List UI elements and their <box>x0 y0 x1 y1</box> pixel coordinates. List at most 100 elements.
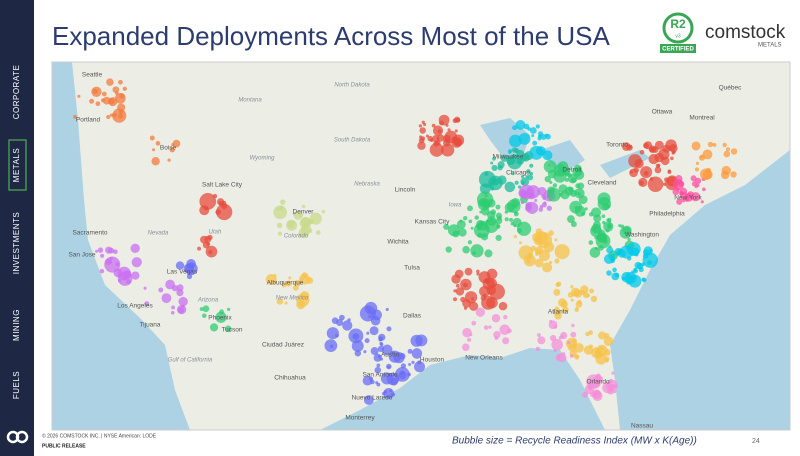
bubble <box>589 288 595 294</box>
bubble <box>112 86 120 94</box>
bubble <box>417 360 422 365</box>
bubble <box>667 169 671 173</box>
bubble <box>451 274 461 284</box>
bubble <box>484 171 489 176</box>
bubble <box>702 169 713 180</box>
logo-name: comstock <box>705 22 786 43</box>
bubble <box>571 323 575 328</box>
city-label: Austin <box>381 352 399 359</box>
bubble <box>458 228 467 237</box>
bubble <box>336 318 344 327</box>
bubble <box>553 325 558 329</box>
bubble <box>642 249 650 256</box>
city-label: Phoenix <box>208 315 232 322</box>
active-box <box>8 139 27 191</box>
bubble <box>265 274 277 286</box>
bubble <box>545 133 551 140</box>
region-label: North Dakota <box>334 83 370 89</box>
bubble <box>679 191 684 196</box>
bubble <box>348 328 364 344</box>
bubble <box>574 307 579 312</box>
bubble <box>117 266 131 281</box>
city-label: Orlando <box>586 379 610 386</box>
bubble <box>105 246 113 254</box>
bubble <box>462 245 470 254</box>
bubble <box>101 91 107 97</box>
bubble <box>447 128 451 132</box>
bubble <box>106 78 114 86</box>
city-label: Montreal <box>689 115 715 122</box>
bubble <box>558 184 568 194</box>
bubble <box>466 205 473 212</box>
bubble <box>535 124 540 129</box>
bubble <box>520 177 530 187</box>
bubble <box>525 175 529 179</box>
bubble <box>526 169 531 174</box>
city-label: Chicago <box>506 170 530 177</box>
bubble <box>671 151 675 155</box>
bubble <box>578 195 588 205</box>
bubble <box>512 217 522 227</box>
bubble <box>570 285 574 289</box>
bubble <box>453 297 458 302</box>
bubble <box>594 351 603 359</box>
bubble <box>420 136 426 141</box>
bubble <box>641 277 646 282</box>
bubble <box>560 300 568 308</box>
bubble <box>603 336 614 347</box>
city-label: San Antonio <box>362 372 397 379</box>
bubble <box>364 338 370 344</box>
bubble <box>643 141 653 150</box>
bubble <box>662 144 671 153</box>
bubble <box>684 192 694 202</box>
bubble <box>342 320 353 331</box>
city-label: Cleveland <box>588 180 617 187</box>
bubble <box>411 360 415 365</box>
bubble <box>513 235 517 239</box>
bubble <box>176 284 184 292</box>
bubble <box>381 344 393 356</box>
bubble <box>205 245 218 258</box>
bubble <box>524 204 532 212</box>
bubble <box>621 271 632 283</box>
bubble <box>670 156 674 161</box>
bubble <box>454 129 458 133</box>
bubble <box>492 156 496 161</box>
bubble <box>577 299 582 305</box>
bubble <box>176 289 184 297</box>
sidebar-logo <box>6 430 29 444</box>
bubble <box>294 280 301 287</box>
city-label: Philadelphia <box>649 211 685 218</box>
caption: Bubble size = Recycle Readiness Index (M… <box>452 436 697 447</box>
bubble <box>535 252 539 257</box>
bubble <box>544 175 551 183</box>
bubble <box>370 347 379 356</box>
copyright: © 2026 COMSTOCK INC. | NYSE American: LO… <box>42 432 157 439</box>
bubble <box>513 211 519 217</box>
logo-sub: METALS <box>758 43 782 49</box>
bubble <box>216 198 225 206</box>
bubble <box>580 285 589 294</box>
bubble <box>324 339 338 353</box>
bubble <box>495 234 502 241</box>
bubble <box>215 311 227 323</box>
bubble <box>649 146 655 153</box>
bubble <box>553 307 561 316</box>
bubble <box>570 298 574 302</box>
bubble <box>643 171 649 176</box>
bubble <box>702 187 706 192</box>
bubble <box>395 367 410 382</box>
bubble <box>417 141 426 150</box>
bubble <box>554 244 570 260</box>
bubble <box>172 139 181 148</box>
bubble <box>723 150 731 158</box>
bubble <box>583 345 594 355</box>
bubble <box>483 325 489 330</box>
bubble <box>432 125 444 136</box>
bubble <box>167 158 171 162</box>
city-label: Tucson <box>221 327 242 334</box>
bubble <box>542 262 553 273</box>
bubble <box>419 127 426 134</box>
bubble <box>535 346 541 352</box>
region-label: Nebraska <box>354 182 380 188</box>
